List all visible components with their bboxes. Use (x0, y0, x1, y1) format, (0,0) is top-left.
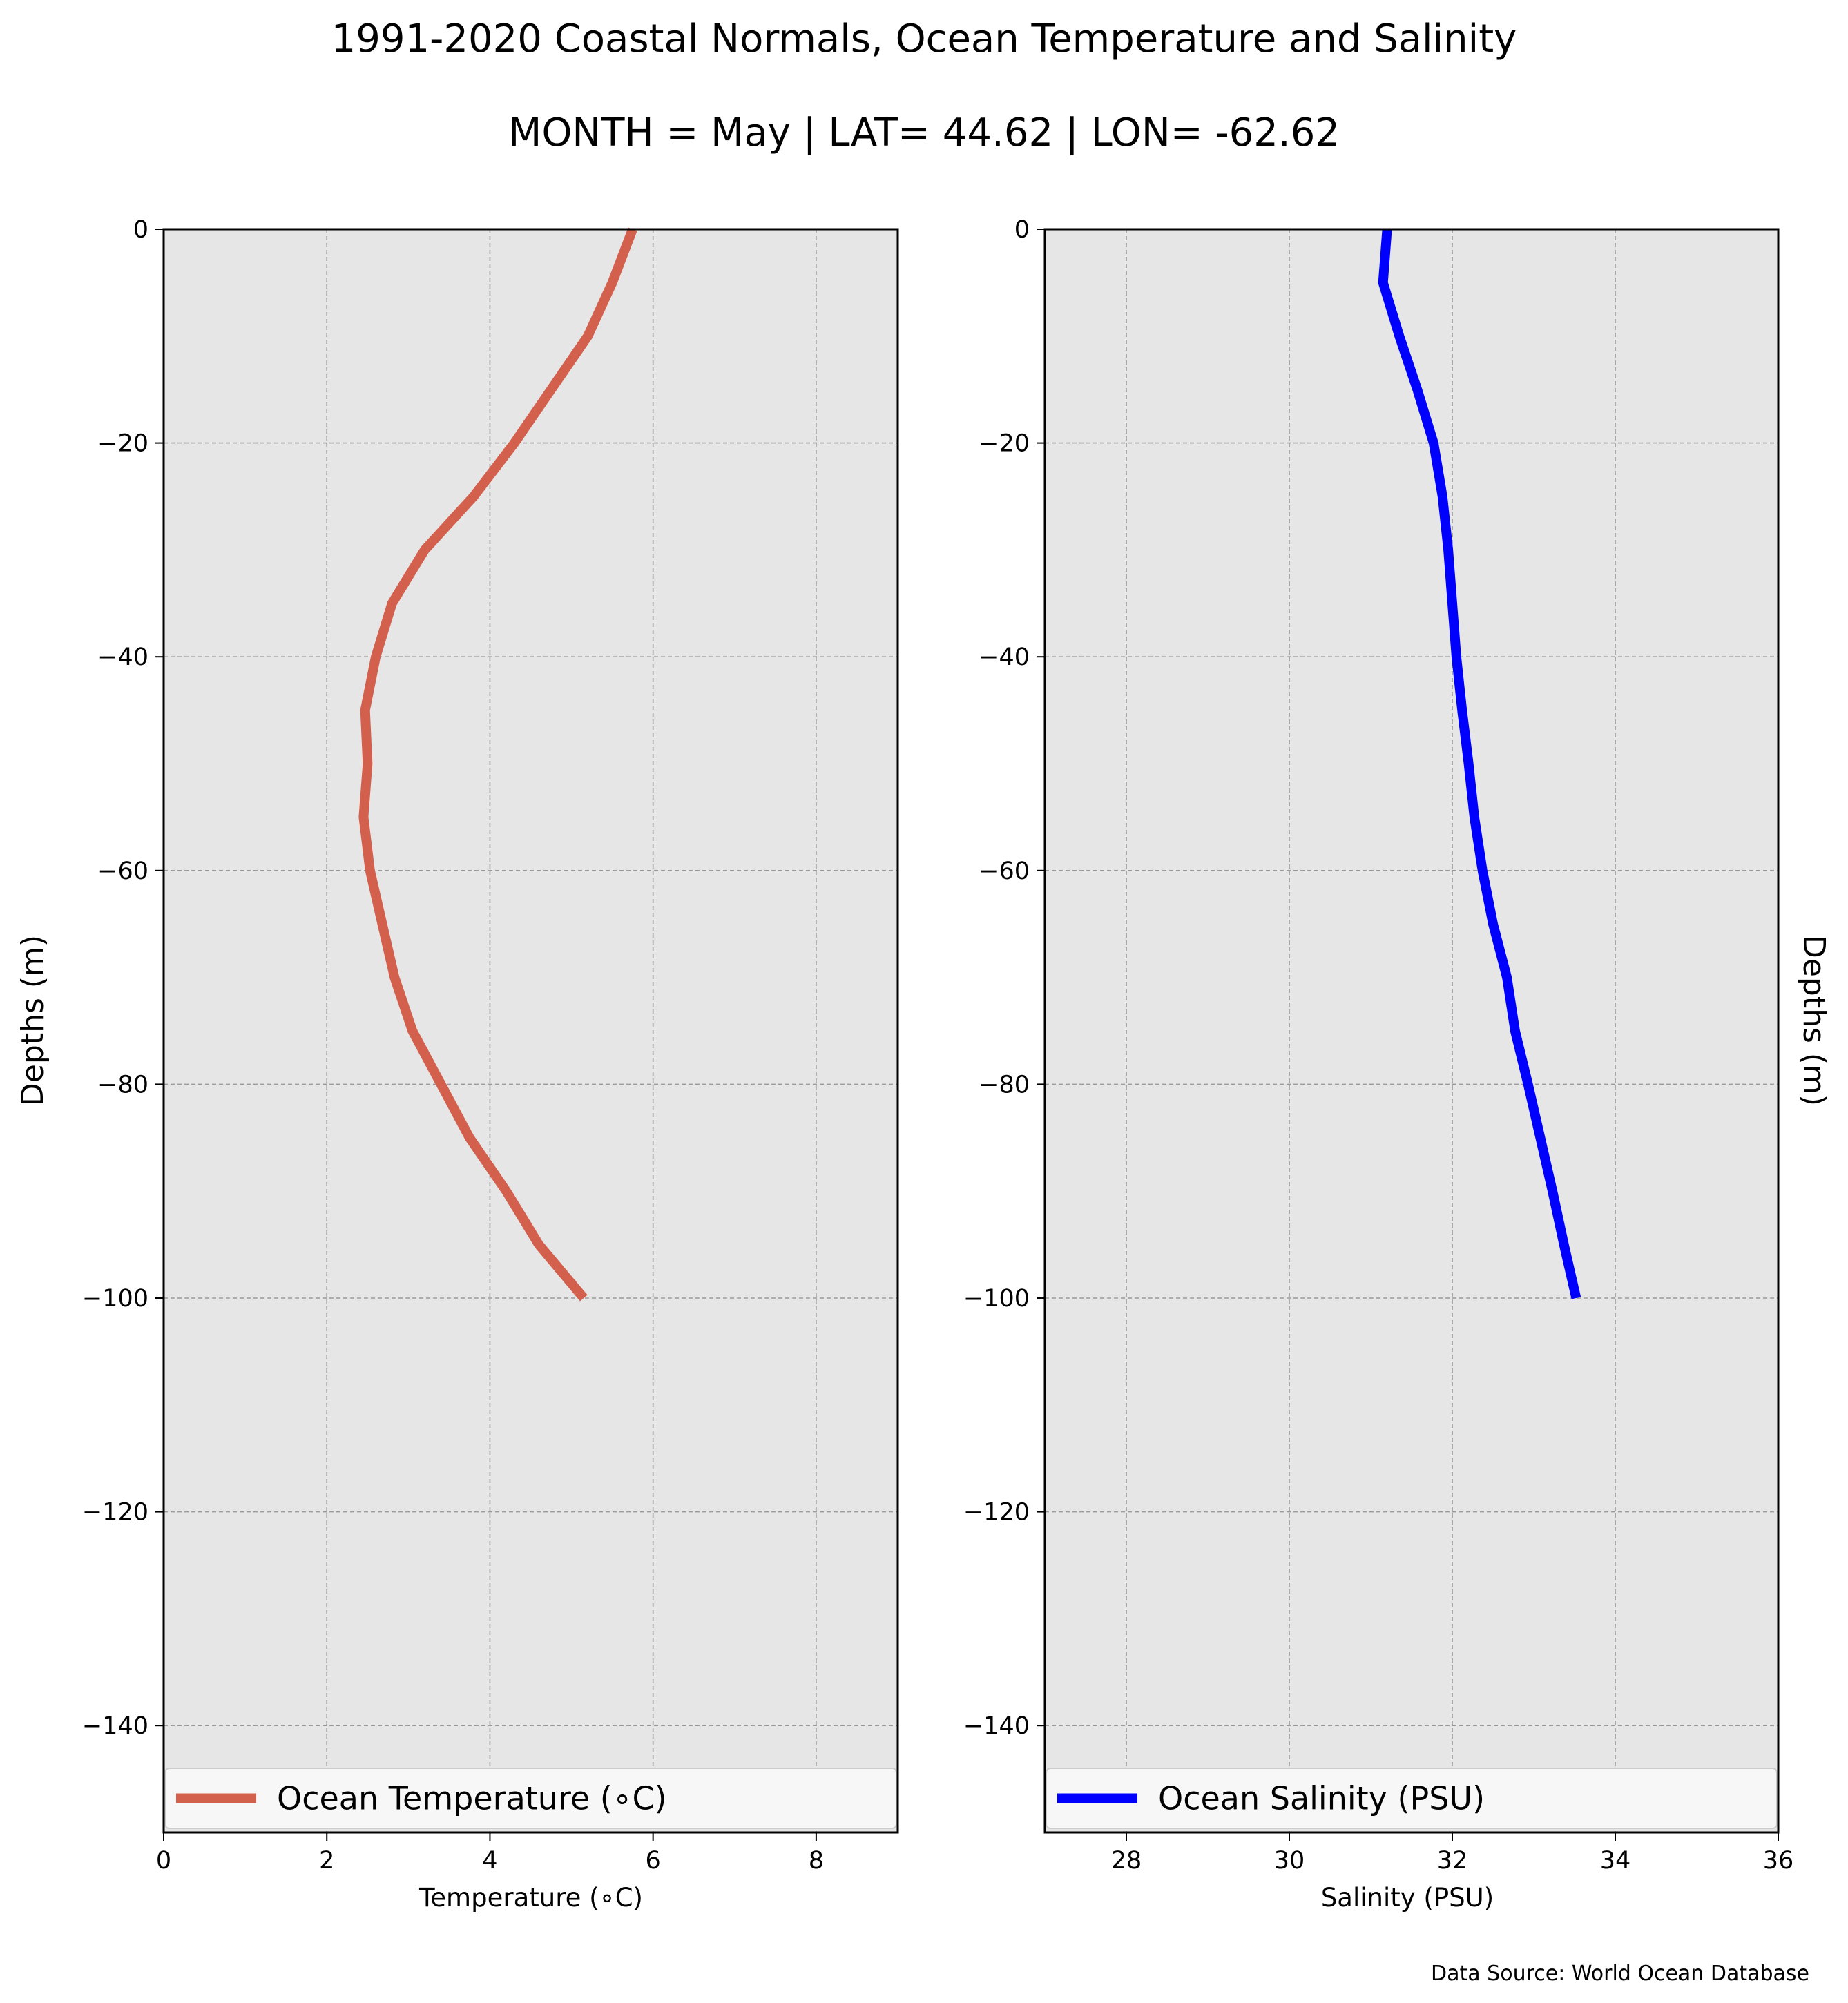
temperature-x-tick-label: 4 (482, 1847, 497, 1875)
salinity-legend-label: Ocean Salinity (PSU) (1158, 1780, 1485, 1817)
temperature-y-tick-label: −140 (82, 1712, 148, 1740)
salinity-legend-box (1046, 1768, 1778, 1829)
salinity-x-axis-label: Salinity (PSU) (1321, 1883, 1494, 1913)
temperature-legend-label: Ocean Temperature (∘C) (277, 1780, 667, 1817)
salinity-x-tick-label: 36 (1763, 1847, 1794, 1875)
temperature-y-axis-label: Depths (m) (15, 935, 50, 1106)
temperature-y-tick-label: 0 (133, 216, 148, 244)
temperature-x-tick-label: 8 (809, 1847, 824, 1875)
temperature-y-tick-label: −100 (82, 1285, 148, 1313)
salinity-x-tick-label: 34 (1600, 1847, 1631, 1875)
salinity-y-axis-label: Depths (m) (1796, 935, 1831, 1106)
temperature-y-tick-label: −60 (97, 858, 148, 885)
chart-subtitle: MONTH = May | LAT= 44.62 | LON= -62.62 (508, 110, 1340, 155)
salinity-plot-background (1045, 229, 1778, 1832)
temperature-panel: 0 2 4 6 8 0 −20 −40 −60 −80 −100 −120 −140 Ocean Temp… (82, 216, 899, 1875)
salinity-y-tick-label: −20 (979, 430, 1030, 458)
salinity-panel: 28 30 32 34 36 0 −20 −40 −60 −80 −100 −120 −140 Ocean… (963, 216, 1793, 1875)
temperature-y-tick-label: −20 (97, 430, 148, 458)
temperature-y-tick-label: −120 (82, 1499, 148, 1527)
temperature-x-tick-label: 2 (319, 1847, 334, 1875)
temperature-x-tick-label: 6 (646, 1847, 661, 1875)
salinity-series-line (1378, 229, 1581, 1299)
temperature-plot-background (164, 229, 898, 1832)
salinity-y-tick-label: −40 (979, 644, 1030, 671)
temperature-series-line (358, 227, 637, 1302)
temperature-y-tick-label: −80 (97, 1071, 148, 1099)
chart-title: 1991-2020 Coastal Normals, Ocean Tempera… (331, 17, 1517, 61)
salinity-x-tick-label: 28 (1111, 1847, 1142, 1875)
salinity-plot-frame (1043, 228, 1780, 1834)
salinity-y-tick-label: −80 (979, 1071, 1030, 1099)
salinity-y-tick-label: 0 (1014, 216, 1030, 244)
salinity-x-tick-label: 32 (1437, 1847, 1468, 1875)
temperature-y-tick-label: −40 (97, 644, 148, 671)
temperature-x-tick-label: 0 (156, 1847, 171, 1875)
data-source-note: Data Source: World Ocean Database (1431, 1962, 1809, 1986)
salinity-y-tick-label: −60 (979, 858, 1030, 885)
salinity-x-tick-label: 30 (1274, 1847, 1305, 1875)
salinity-y-tick-label: −120 (963, 1499, 1030, 1527)
temperature-plot-frame (162, 228, 899, 1834)
temperature-x-axis-label: Temperature (∘C) (418, 1883, 643, 1913)
salinity-y-tick-label: −140 (963, 1712, 1030, 1740)
temperature-legend-box (164, 1768, 897, 1829)
salinity-y-tick-label: −100 (963, 1285, 1030, 1313)
